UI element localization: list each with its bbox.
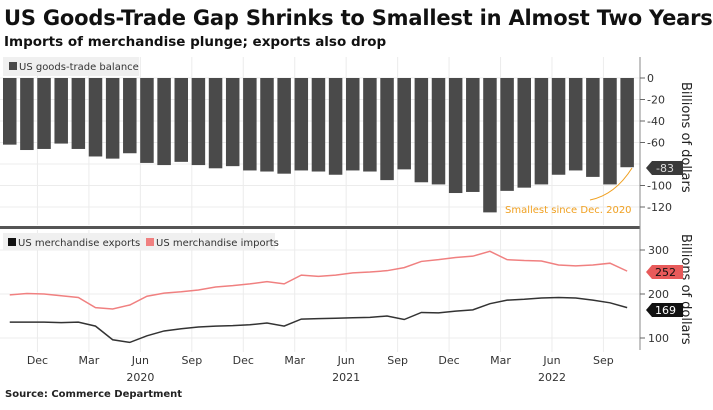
- bar-dec-2019: [37, 78, 51, 149]
- x-tick-label: Sep: [387, 354, 408, 367]
- x-axis-ticks: Dec Mar Jun Sep Dec Mar Jun Sep Dec Mar Jun Sep 2020…: [27, 354, 614, 384]
- exports-legend-swatch: [8, 238, 16, 246]
- bar-sep-2020: [191, 78, 206, 166]
- imports-legend-label: US merchandise imports: [156, 238, 279, 249]
- line-y-tick-label: 300: [648, 244, 669, 257]
- line-y-tick-label: 200: [648, 288, 669, 301]
- line-y-ticks: 300 200 100: [640, 244, 669, 345]
- bar-may-2021: [328, 78, 343, 175]
- bar-legend-box: [3, 57, 139, 76]
- chart-subtitle: Imports of merchandise plunge; exports a…: [4, 34, 387, 50]
- chart-title: US Goods-Trade Gap Shrinks to Smallest i…: [4, 6, 713, 30]
- bar-legend-swatch: [9, 62, 17, 70]
- exports-last-text: 169: [655, 304, 676, 317]
- panel-divider: [0, 226, 640, 229]
- x-tick-label: Dec: [438, 354, 459, 367]
- bar-oct-2022: [620, 78, 634, 168]
- bar-jan-2022: [466, 78, 480, 192]
- x-year-label: 2021: [332, 371, 360, 384]
- bar-series: [3, 78, 634, 213]
- bar-y-tick-label: -40: [647, 115, 665, 128]
- bar-y-tick-label: -100: [647, 180, 672, 193]
- exports-legend-label: US merchandise exports: [18, 238, 140, 249]
- bar-may-2020: [123, 78, 137, 154]
- bar-last-value-label: -83: [646, 161, 683, 175]
- bar-jul-2020: [157, 78, 171, 166]
- bar-oct-2021: [414, 78, 429, 183]
- bar-y-axis-label: Billions of dollars: [678, 82, 693, 193]
- bar-nov-2021: [431, 78, 446, 185]
- x-tick-label: Dec: [233, 354, 254, 367]
- x-year-label: 2020: [126, 371, 154, 384]
- bar-may-2022: [534, 78, 549, 185]
- bar-y-tick-label: -20: [647, 94, 665, 107]
- line-legend-box: [3, 233, 275, 250]
- x-tick-label: Jun: [542, 354, 560, 367]
- x-tick-label: Jun: [131, 354, 149, 367]
- bar-apr-2022: [517, 78, 531, 188]
- line-gridlines: [0, 230, 640, 352]
- bar-jul-2022: [568, 78, 583, 171]
- x-tick-label: Dec: [27, 354, 48, 367]
- imports-last-label: 252: [646, 265, 683, 279]
- bar-y-tick-label: -120: [647, 201, 672, 214]
- bar-y-ticks: 0 -20 -40 -60 -100 -120: [640, 72, 672, 214]
- bar-apr-2021: [311, 78, 326, 172]
- x-tick-label: Mar: [284, 354, 305, 367]
- x-tick-label: Mar: [490, 354, 511, 367]
- bar-oct-2019: [3, 78, 17, 145]
- imports-legend-swatch: [146, 238, 154, 246]
- bar-aug-2021: [380, 78, 394, 181]
- imports-line: [9, 250, 628, 310]
- exports-line: [9, 296, 628, 344]
- bar-mar-2021: [294, 78, 309, 171]
- bar-jun-2021: [346, 78, 360, 171]
- bar-jun-2020: [140, 78, 154, 163]
- x-tick-label: Jun: [337, 354, 355, 367]
- bar-feb-2020: [71, 78, 86, 149]
- exports-last-label: 169: [646, 303, 683, 317]
- line-y-tick-label: 100: [648, 332, 669, 345]
- bar-oct-2020: [208, 78, 223, 169]
- bar-jan-2020: [54, 78, 68, 144]
- bar-y-tick-label: 0: [647, 72, 654, 85]
- bar-dec-2020: [243, 78, 257, 171]
- annotation-text: Smallest since Dec. 2020: [505, 205, 632, 216]
- bar-legend-label: US goods-trade balance: [19, 62, 139, 73]
- bar-aug-2020: [174, 78, 188, 162]
- line-y-axis-label: Billions of dollars: [678, 234, 693, 345]
- bar-jul-2021: [363, 78, 377, 172]
- x-tick-label: Mar: [79, 354, 100, 367]
- annotation-arrow: [589, 167, 633, 201]
- bar-nov-2019: [20, 78, 34, 151]
- bar-jan-2021: [260, 78, 274, 172]
- bar-y-tick-label: -60: [647, 137, 665, 150]
- x-tick-label: Sep: [593, 354, 614, 367]
- bar-mar-2020: [88, 78, 103, 157]
- bar-apr-2020: [105, 78, 120, 159]
- x-year-label: 2022: [538, 371, 566, 384]
- source-note: Source: Commerce Department: [5, 389, 183, 400]
- bar-dec-2021: [448, 78, 463, 194]
- bar-feb-2022: [483, 78, 497, 213]
- bar-feb-2021: [277, 78, 291, 174]
- bar-sep-2021: [397, 78, 411, 170]
- x-tick-label: Sep: [181, 354, 202, 367]
- bar-aug-2022: [586, 78, 600, 177]
- imports-last-text: 252: [655, 266, 676, 279]
- bar-jun-2022: [551, 78, 566, 175]
- bar-sep-2022: [603, 78, 617, 185]
- bar-nov-2020: [225, 78, 240, 167]
- bar-last-value-text: -83: [656, 162, 674, 175]
- bar-mar-2022: [500, 78, 514, 191]
